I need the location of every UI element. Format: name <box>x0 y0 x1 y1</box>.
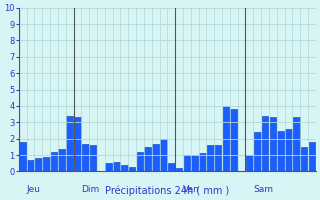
Bar <box>144 147 151 171</box>
Bar <box>176 168 182 171</box>
Bar <box>20 142 26 171</box>
Bar <box>82 144 89 171</box>
Bar <box>43 157 50 171</box>
Bar <box>199 153 206 171</box>
Bar <box>277 130 284 171</box>
Bar <box>74 117 81 171</box>
Bar <box>59 149 65 171</box>
Text: Ven: Ven <box>183 185 200 194</box>
Bar <box>168 163 175 171</box>
Bar <box>223 106 229 171</box>
Bar <box>207 145 214 171</box>
Text: Jeu: Jeu <box>27 185 41 194</box>
Bar <box>129 167 135 171</box>
Bar <box>308 142 315 171</box>
Bar <box>230 109 237 171</box>
Bar <box>269 117 276 171</box>
Bar <box>113 162 120 171</box>
Text: Dim: Dim <box>81 185 100 194</box>
Bar <box>215 145 221 171</box>
Bar <box>66 116 73 171</box>
Bar <box>184 155 190 171</box>
Bar <box>254 132 260 171</box>
X-axis label: Précipitations 24h ( mm ): Précipitations 24h ( mm ) <box>105 185 229 196</box>
Bar <box>285 129 292 171</box>
Bar <box>121 165 128 171</box>
Bar <box>301 147 308 171</box>
Bar <box>35 158 42 171</box>
Bar <box>246 155 253 171</box>
Bar <box>191 155 198 171</box>
Bar <box>160 139 167 171</box>
Bar <box>293 117 300 171</box>
Bar <box>51 152 57 171</box>
Bar <box>90 145 96 171</box>
Bar <box>27 160 34 171</box>
Bar <box>152 144 159 171</box>
Bar <box>262 116 268 171</box>
Text: Sam: Sam <box>253 185 273 194</box>
Bar <box>137 152 143 171</box>
Bar <box>105 163 112 171</box>
